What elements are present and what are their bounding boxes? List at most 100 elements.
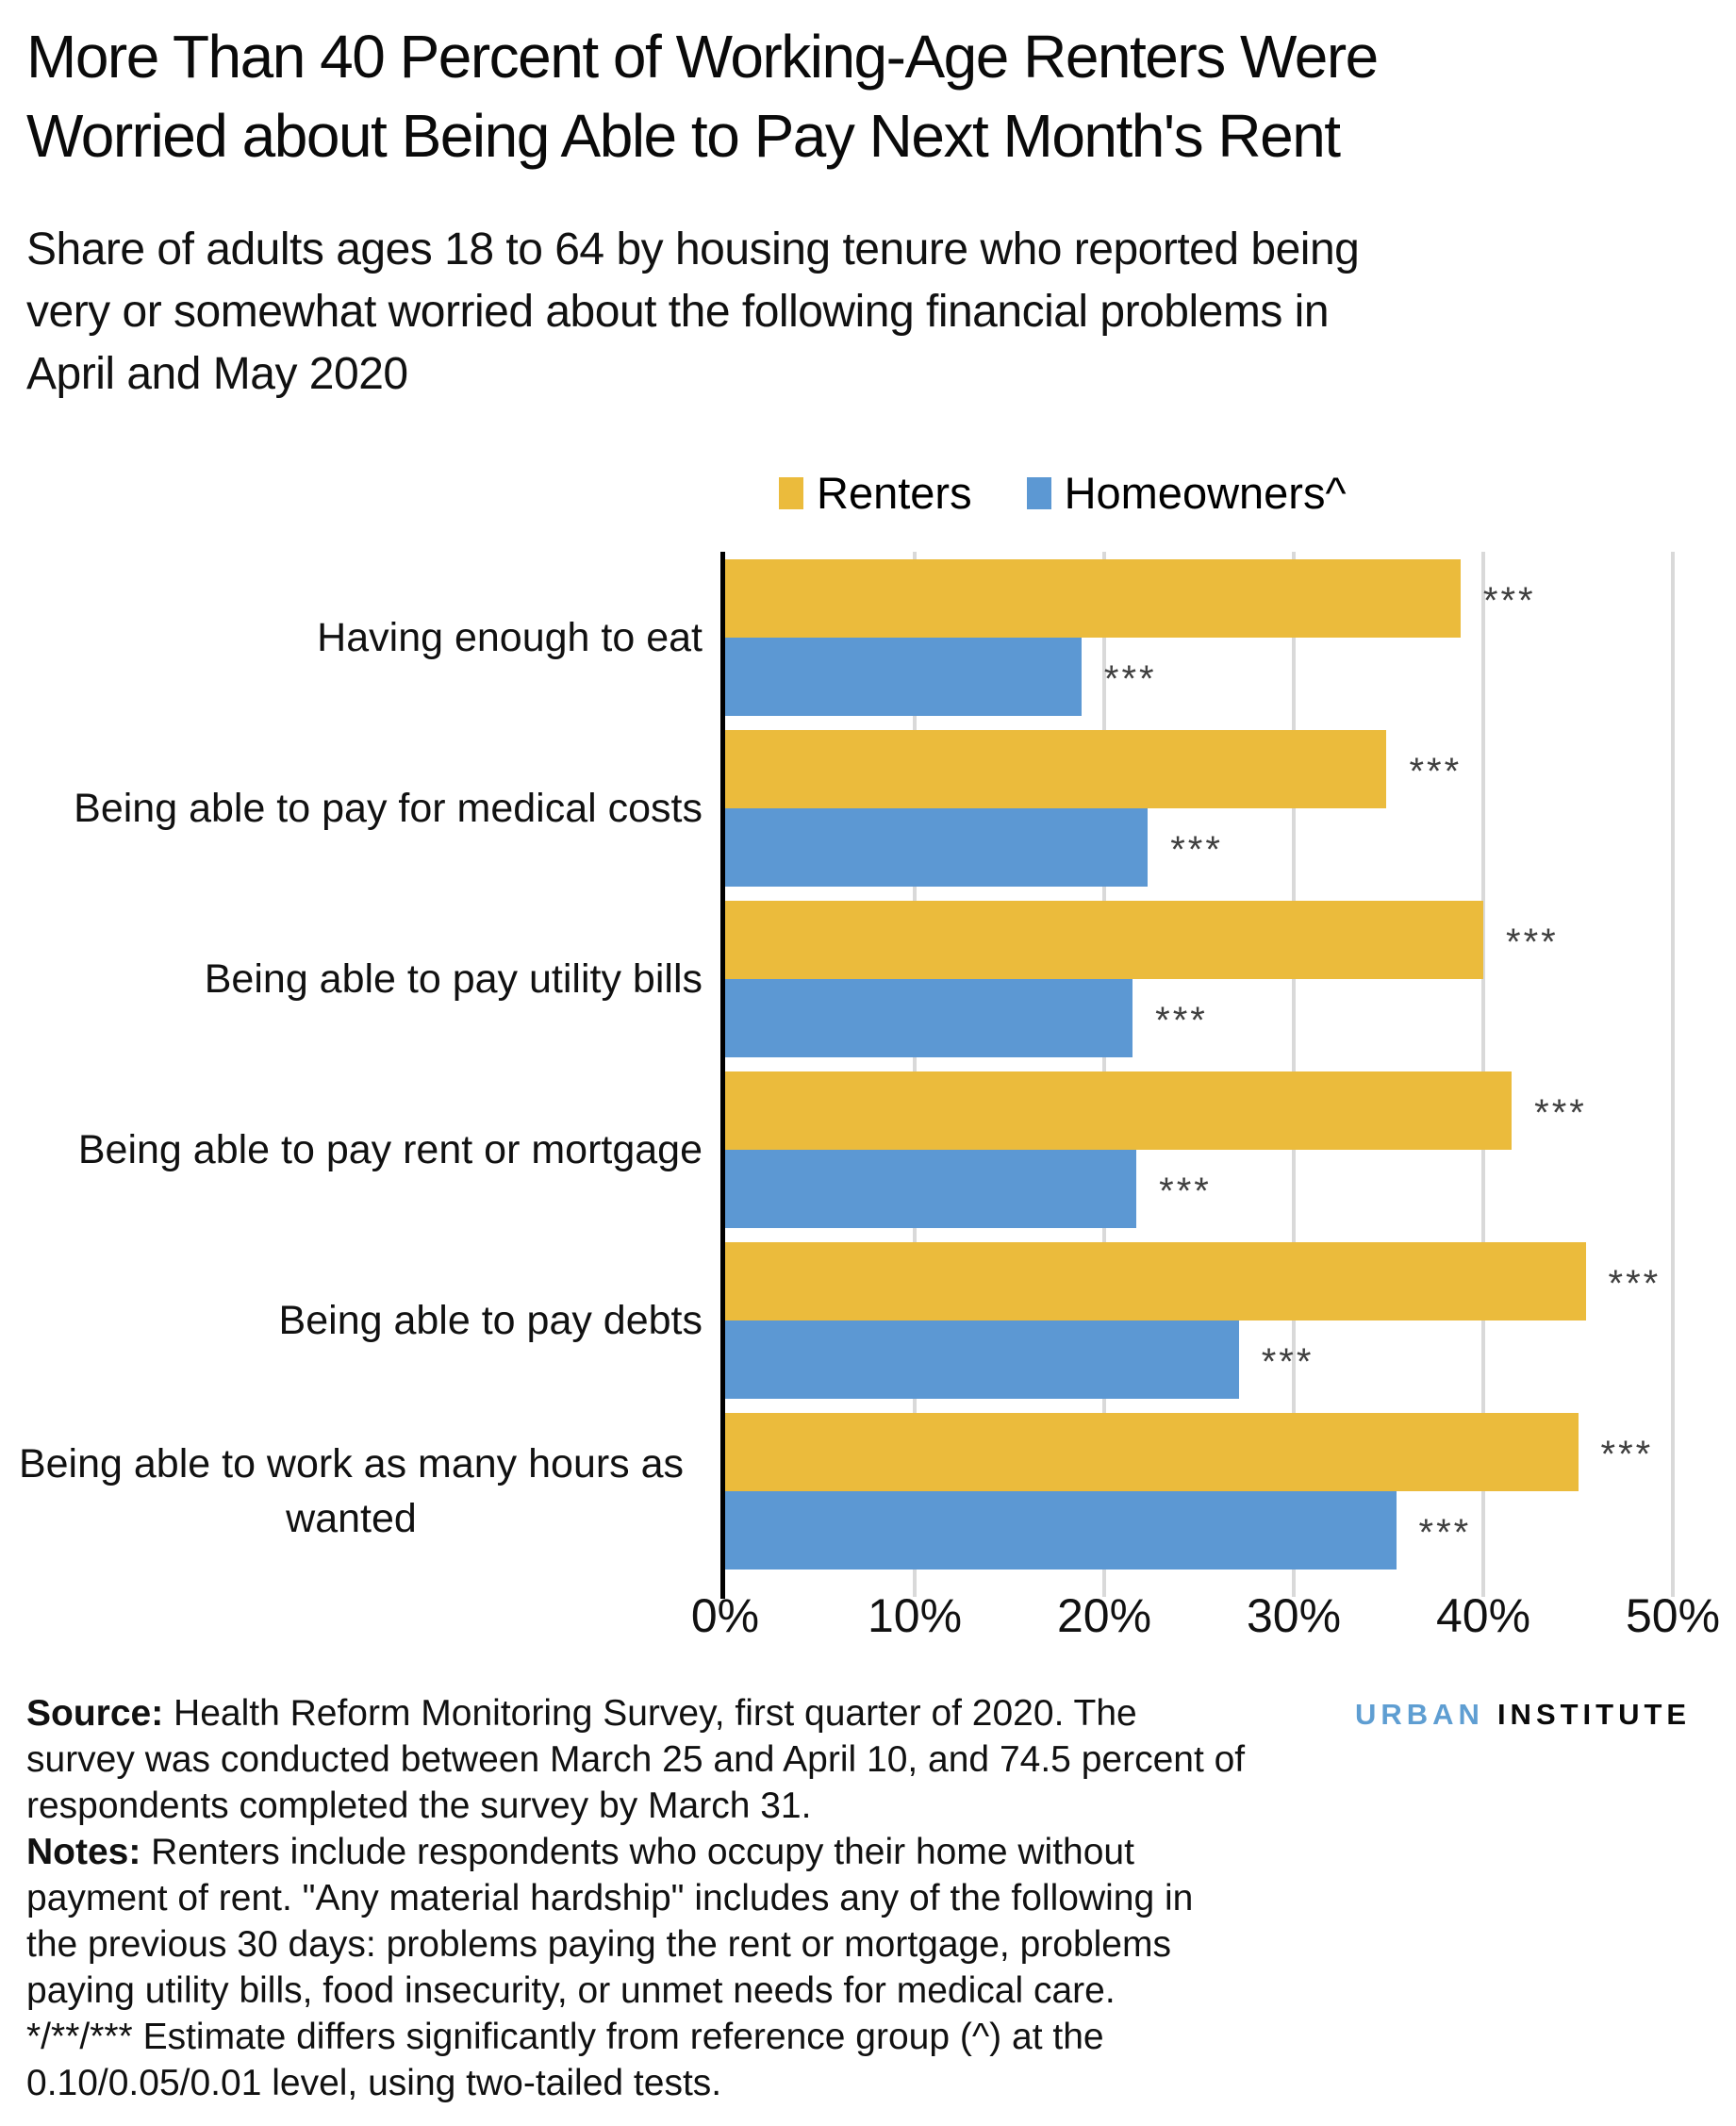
chart-row: *** *** xyxy=(725,1064,1673,1235)
significance-stars: *** xyxy=(1418,1511,1472,1553)
note-text: respondents completed the survey by Marc… xyxy=(26,1786,812,1826)
bar-renters xyxy=(725,901,1483,979)
note-text: the previous 30 days: problems paying th… xyxy=(26,1924,1171,1965)
category-label: Having enough to eat xyxy=(317,614,703,660)
x-axis-labels: 0% 10% 20% 30% 40% 50% xyxy=(691,1588,1720,1649)
logo-urban-text: URBAN xyxy=(1355,1698,1484,1731)
homeowners-swatch-icon xyxy=(1026,476,1051,509)
note-line: respondents completed the survey by Marc… xyxy=(26,1783,1375,1829)
plot-area: *** *** *** *** *** *** *** *** *** *** *** *** xyxy=(725,552,1675,1597)
significance-stars: *** xyxy=(1506,921,1559,963)
category-label-cell: Being able to pay utility bills xyxy=(0,893,703,1064)
category-label-cell: Having enough to eat xyxy=(0,552,703,723)
bar-renters xyxy=(725,1413,1579,1491)
subtitle-line-1: Share of adults ages 18 to 64 by housing… xyxy=(26,224,1360,274)
bar-homeowners xyxy=(725,808,1149,887)
logo-institute-text: INSTITUTE xyxy=(1496,1698,1692,1731)
bar-renters xyxy=(725,730,1387,808)
note-line: paying utility bills, food insecurity, o… xyxy=(26,1968,1375,2014)
significance-stars: *** xyxy=(1482,579,1536,622)
x-tick-label: 50% xyxy=(1625,1589,1721,1642)
significance-stars: *** xyxy=(1409,750,1463,792)
note-line: Source: Health Reform Monitoring Survey,… xyxy=(26,1690,1375,1736)
x-tick-label: 10% xyxy=(867,1589,963,1642)
significance-stars: *** xyxy=(1170,828,1223,871)
note-bold-label: Source: xyxy=(26,1693,164,1734)
note-text: */**/*** Estimate differs significantly … xyxy=(26,2017,1104,2057)
bar-renters xyxy=(725,559,1461,638)
note-line: Notes: Renters include respondents who o… xyxy=(26,1829,1375,1875)
bar-holder: *** xyxy=(725,638,1673,716)
gridline xyxy=(1481,552,1485,1576)
note-text: 0.10/0.05/0.01 level, using two-tailed t… xyxy=(26,2063,722,2103)
bar-homeowners xyxy=(725,638,1082,716)
chart-row: *** *** xyxy=(725,723,1673,893)
gridline xyxy=(1671,552,1675,1576)
bar-holder: *** xyxy=(725,901,1673,979)
category-labels-column: Having enough to eat Being able to pay fo… xyxy=(0,552,703,1576)
category-label: Being able to pay rent or mortgage xyxy=(77,1126,703,1172)
bar-holder: *** xyxy=(725,1150,1673,1228)
legend-label-homeowners: Homeowners^ xyxy=(1064,468,1347,518)
significance-stars: *** xyxy=(1159,1170,1212,1212)
bar-holder: *** xyxy=(725,730,1673,808)
category-label-cell: Being able to work as many hours as want… xyxy=(0,1405,703,1576)
bar-renters xyxy=(725,1071,1513,1150)
bar-renters xyxy=(725,1242,1586,1320)
legend: Renters Homeowners^ xyxy=(779,467,1347,519)
note-line: */**/*** Estimate differs significantly … xyxy=(26,2014,1375,2060)
category-label: Being able to work as many hours as want… xyxy=(18,1440,685,1541)
chart-row: *** *** xyxy=(725,893,1673,1064)
bar-homeowners xyxy=(725,1150,1137,1228)
chart-row: *** *** xyxy=(725,1235,1673,1405)
tick-mark xyxy=(913,1576,917,1597)
y-axis-line xyxy=(720,552,725,1599)
legend-label-renters: Renters xyxy=(817,468,972,518)
subtitle-line-2: very or somewhat worried about the follo… xyxy=(26,287,1330,337)
chart-row: *** *** xyxy=(725,1405,1673,1576)
bar-holder: *** xyxy=(725,1413,1673,1491)
category-label: Being able to pay for medical costs xyxy=(74,785,703,831)
significance-stars: *** xyxy=(1261,1340,1314,1383)
category-label: Being able to pay debts xyxy=(278,1297,703,1343)
subtitle-line-3: April and May 2020 xyxy=(26,349,408,399)
tick-mark xyxy=(1481,1576,1485,1597)
x-tick-label: 30% xyxy=(1246,1589,1342,1642)
gridline xyxy=(1102,552,1106,1576)
urban-institute-logo: URBAN INSTITUTE xyxy=(1355,1698,1691,1732)
tick-mark xyxy=(1671,1576,1675,1597)
bar-holder: *** xyxy=(725,1242,1673,1320)
bar-holder: *** xyxy=(725,1320,1673,1399)
note-line: payment of rent. "Any material hardship"… xyxy=(26,1875,1375,1921)
title-line-2: Worried about Being Able to Pay Next Mon… xyxy=(26,102,1341,170)
legend-item-renters: Renters xyxy=(779,467,972,519)
chart-row: *** *** xyxy=(725,552,1673,723)
bar-holder: *** xyxy=(725,1491,1673,1570)
bar-homeowners xyxy=(725,1320,1239,1399)
category-label-cell: Being able to pay rent or mortgage xyxy=(0,1064,703,1235)
note-text: payment of rent. "Any material hardship"… xyxy=(26,1878,1194,1918)
note-line: the previous 30 days: problems paying th… xyxy=(26,1921,1375,1968)
significance-stars: *** xyxy=(1155,999,1208,1041)
tick-mark xyxy=(1292,1576,1296,1597)
x-tick-label: 0% xyxy=(690,1589,760,1642)
page-title: More Than 40 Percent of Working-Age Rent… xyxy=(26,17,1379,175)
category-label-cell: Being able to pay for medical costs xyxy=(0,723,703,893)
significance-stars: *** xyxy=(1103,657,1157,700)
bar-holder: *** xyxy=(725,559,1673,638)
note-line: 0.10/0.05/0.01 level, using two-tailed t… xyxy=(26,2060,1375,2106)
note-text: survey was conducted between March 25 an… xyxy=(26,1739,1246,1780)
note-line: survey was conducted between March 25 an… xyxy=(26,1736,1375,1783)
note-text: paying utility bills, food insecurity, o… xyxy=(26,1970,1116,2011)
gridline xyxy=(913,552,917,1576)
bar-homeowners xyxy=(725,1491,1397,1570)
significance-stars: *** xyxy=(1534,1091,1587,1134)
category-label-cell: Being able to pay debts xyxy=(0,1235,703,1405)
renters-swatch-icon xyxy=(779,476,803,509)
gridline xyxy=(1292,552,1296,1576)
x-tick-label: 40% xyxy=(1435,1589,1531,1642)
title-line-1: More Than 40 Percent of Working-Age Rent… xyxy=(26,23,1379,91)
chart-subtitle: Share of adults ages 18 to 64 by housing… xyxy=(26,219,1360,406)
note-bold-label: Notes: xyxy=(26,1832,141,1872)
